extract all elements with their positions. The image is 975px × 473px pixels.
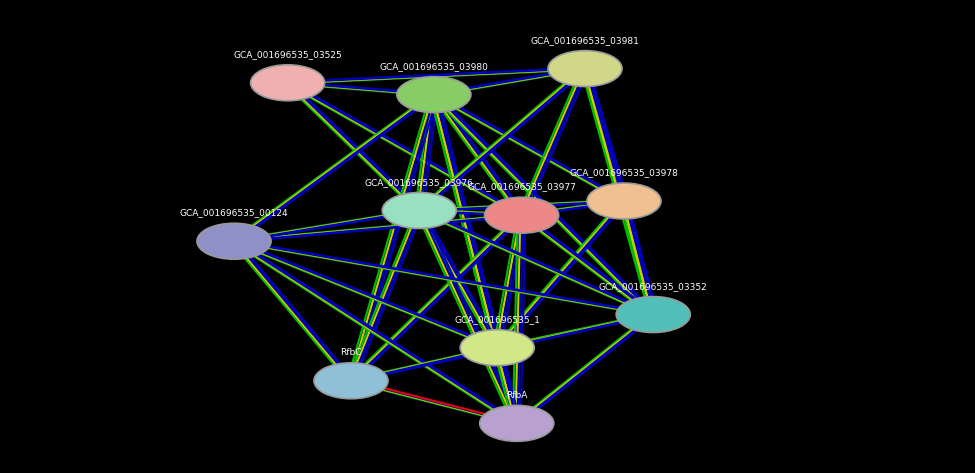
Ellipse shape (485, 197, 559, 233)
Ellipse shape (616, 297, 690, 333)
Ellipse shape (460, 330, 534, 366)
Text: GCA_001696535_1: GCA_001696535_1 (454, 315, 540, 324)
Text: GCA_001696535_03976: GCA_001696535_03976 (365, 178, 474, 187)
Text: GCA_001696535_03352: GCA_001696535_03352 (599, 282, 708, 291)
Text: RfbA: RfbA (506, 391, 527, 400)
Text: RfbC: RfbC (340, 348, 362, 357)
Text: GCA_001696535_03980: GCA_001696535_03980 (379, 62, 488, 71)
Ellipse shape (251, 65, 325, 101)
Text: GCA_001696535_00124: GCA_001696535_00124 (179, 209, 289, 218)
Ellipse shape (397, 77, 471, 113)
Ellipse shape (548, 51, 622, 87)
Ellipse shape (382, 193, 456, 228)
Ellipse shape (480, 405, 554, 441)
Text: GCA_001696535_03981: GCA_001696535_03981 (530, 36, 640, 45)
Ellipse shape (197, 223, 271, 259)
Text: GCA_001696535_03525: GCA_001696535_03525 (233, 50, 342, 59)
Text: GCA_001696535_03977: GCA_001696535_03977 (467, 183, 576, 192)
Ellipse shape (587, 183, 661, 219)
Text: GCA_001696535_03978: GCA_001696535_03978 (569, 168, 679, 177)
Ellipse shape (314, 363, 388, 399)
